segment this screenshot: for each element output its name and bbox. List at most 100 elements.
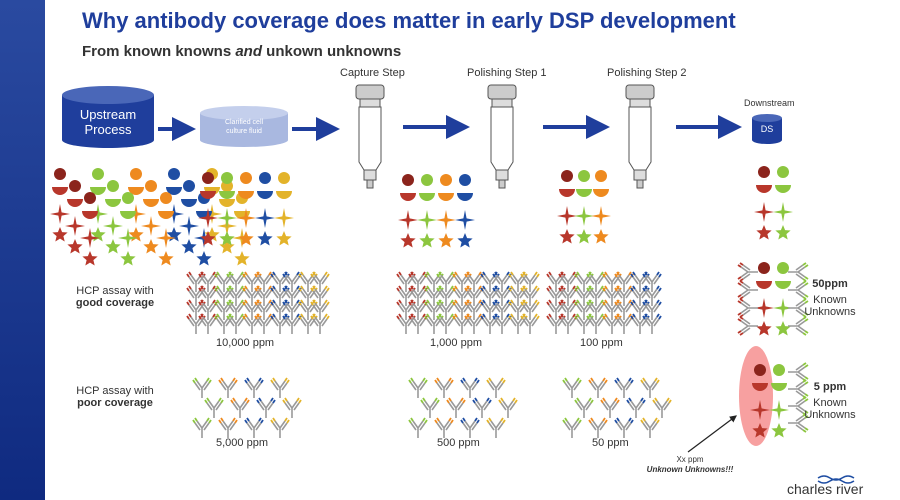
circle-protein-icon xyxy=(777,262,789,274)
antibody-body xyxy=(560,288,576,306)
process-arrows xyxy=(158,115,742,141)
column-outlet-icon xyxy=(633,169,647,181)
antibody-body xyxy=(272,274,288,292)
half-disc-protein-icon xyxy=(238,191,254,199)
antibody-tip xyxy=(588,417,608,424)
five-point-star-icon xyxy=(457,233,473,248)
antibody-tip xyxy=(498,397,518,404)
half-disc-protein-icon xyxy=(200,191,216,199)
antibody-body xyxy=(494,302,510,320)
antibody-body xyxy=(462,380,478,398)
four-point-star-icon xyxy=(455,210,475,230)
antibody-body xyxy=(644,316,660,334)
antibody-body xyxy=(454,302,470,320)
antibody-tip xyxy=(408,377,428,384)
circle-protein-icon xyxy=(440,174,452,186)
antibody-body xyxy=(788,264,806,280)
antibody-icon xyxy=(614,285,634,306)
antibody-body xyxy=(740,300,758,316)
antibody-tip xyxy=(464,285,484,292)
half-disc-protein-icon xyxy=(438,193,454,201)
antibody-tip xyxy=(737,262,744,282)
antibody-icon xyxy=(218,417,238,438)
antibody-body xyxy=(740,282,758,298)
antibody-tip xyxy=(586,299,606,306)
column-tip-icon xyxy=(636,179,644,189)
antibody-icon xyxy=(254,299,274,320)
antibody-body xyxy=(246,380,262,398)
antibody-body xyxy=(188,274,204,292)
antibody-tip xyxy=(464,313,484,320)
antibody-body xyxy=(436,420,452,438)
antibody-tip xyxy=(460,377,480,384)
four-point-star-icon xyxy=(557,206,577,226)
antibody-icon xyxy=(282,313,302,334)
antibody-body xyxy=(312,274,328,292)
half-disc-protein-icon xyxy=(576,189,592,197)
chromatography-column-icon xyxy=(358,106,382,171)
antibody-body xyxy=(272,316,288,334)
antibody-icon xyxy=(408,271,428,292)
antibody-body xyxy=(220,420,236,438)
antibody-icon xyxy=(464,285,484,306)
antibody-body xyxy=(548,274,564,292)
antibody-body xyxy=(454,316,470,334)
antibody-body xyxy=(228,302,244,320)
antibody-icon xyxy=(586,313,606,334)
antibody-body xyxy=(564,420,580,438)
antibody-body xyxy=(410,380,426,398)
half-disc-protein-icon xyxy=(400,193,416,201)
antibody-body xyxy=(564,380,580,398)
antibody-body xyxy=(632,316,648,334)
antibody-body xyxy=(482,274,498,292)
antibody-tip xyxy=(640,417,660,424)
column-neck-icon xyxy=(359,98,381,108)
antibody-body xyxy=(466,288,482,306)
charles-river-logo: charles river xyxy=(787,481,864,497)
antibody-icon xyxy=(588,417,608,438)
antibody-icon xyxy=(198,271,218,292)
five-point-star-icon xyxy=(775,225,791,240)
antibody-body xyxy=(246,420,262,438)
antibody-icon xyxy=(614,313,634,334)
antibody-tip xyxy=(270,377,290,384)
antibody-body xyxy=(788,282,806,298)
antibody-icon xyxy=(498,397,518,418)
antibody-body xyxy=(256,302,272,320)
antibody-tip xyxy=(460,417,480,424)
five-point-star-icon xyxy=(200,231,216,246)
antibody-icon xyxy=(614,377,634,398)
four-point-star-icon xyxy=(773,202,793,222)
antibody-tip xyxy=(434,377,454,384)
antibody-icon xyxy=(588,377,608,398)
antibody-icon xyxy=(436,313,456,334)
four-point-star-icon xyxy=(50,204,70,224)
antibody-tip xyxy=(408,313,428,320)
antibody-body xyxy=(616,274,632,292)
antibody-body xyxy=(410,316,426,334)
antibody-tip xyxy=(226,271,246,278)
antibody-icon xyxy=(434,377,454,398)
antibody-tip xyxy=(802,316,809,336)
antibody-body xyxy=(510,316,526,334)
antibody-body xyxy=(522,288,538,306)
antibody-body xyxy=(398,316,414,334)
half-disc-protein-icon xyxy=(756,185,772,193)
antibody-icon xyxy=(586,271,606,292)
antibody-icon xyxy=(614,299,634,320)
five-point-star-icon xyxy=(576,229,592,244)
antibody-tip xyxy=(282,299,302,306)
circle-protein-icon xyxy=(421,174,433,186)
antibody-icon xyxy=(282,285,302,306)
four-point-star-icon xyxy=(750,400,770,420)
antibody-icon xyxy=(310,271,330,292)
half-disc-protein-icon xyxy=(166,187,182,195)
circle-protein-icon xyxy=(758,166,770,178)
antibody-body xyxy=(272,288,288,306)
antibody-body xyxy=(228,316,244,334)
antibody-tip xyxy=(436,313,456,320)
antibody-icon xyxy=(737,280,758,300)
circle-protein-icon xyxy=(130,168,142,180)
clarified-label: Clarified cell culture fluid xyxy=(224,119,264,135)
antibody-body xyxy=(616,302,632,320)
